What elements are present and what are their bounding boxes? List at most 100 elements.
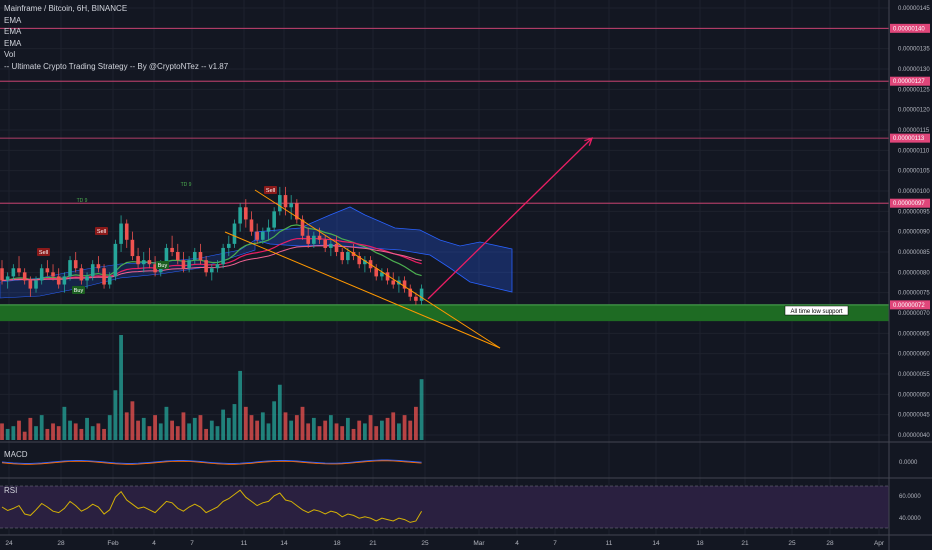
volume-bar — [277, 384, 282, 440]
time-tick-label: Feb — [107, 540, 119, 547]
signal-labels: Sell Sell Sell Buy Buy TD 9 TD 9 — [37, 182, 277, 294]
volume-bar — [260, 412, 265, 440]
candle-body — [340, 252, 344, 261]
candle-body — [113, 243, 118, 277]
time-axis[interactable]: 24 28 Feb 4 7 11 14 18 21 25 Mar 4 7 11 14 18 21 25 28 Apr — [0, 534, 932, 547]
time-tick-label: Apr — [874, 540, 885, 547]
price-tag-bg — [890, 76, 930, 86]
candle-body — [17, 268, 21, 273]
price-tick-label: 0.00000040 — [898, 433, 930, 439]
candle-body — [272, 211, 276, 228]
volume-bar — [28, 417, 33, 440]
time-tick-label: 4 — [515, 540, 519, 547]
time-tick-label: 28 — [826, 540, 834, 547]
volume-bar — [175, 426, 180, 440]
signal-box — [37, 248, 50, 256]
volume-bar — [153, 415, 157, 440]
legend-ema-2[interactable]: EMA — [4, 27, 22, 36]
candle-body — [164, 247, 169, 265]
time-tick-label: 25 — [788, 540, 796, 547]
candle-body — [249, 219, 254, 232]
volume-bar — [5, 428, 10, 440]
price-tick-label: 0.00000115 — [898, 128, 930, 134]
candle-body — [300, 219, 305, 236]
volume-bar — [34, 426, 38, 440]
legend-vol[interactable]: Vol — [4, 50, 16, 59]
candle-body — [221, 247, 225, 265]
signal-box — [95, 227, 108, 235]
volume-bar — [385, 417, 390, 440]
candle-body — [323, 239, 327, 248]
candle-body — [266, 227, 271, 232]
price-tick-label: 0.00000120 — [898, 108, 930, 114]
candle-body — [34, 280, 38, 289]
price-tick-label: 0.00000045 — [898, 413, 930, 419]
legend-strategy[interactable]: -- Ultimate Crypto Trading Strategy -- B… — [4, 61, 229, 71]
signal-sell: Sell — [95, 227, 108, 235]
volume-bar — [340, 426, 345, 440]
signal-sell: Sell — [264, 186, 277, 194]
volume-bar — [209, 420, 214, 440]
price-tick-label: 0.00000100 — [898, 189, 930, 195]
signal-box — [72, 286, 85, 294]
candle-body — [22, 272, 27, 281]
wedge-upper-line — [254, 189, 501, 349]
legend-ema-3[interactable]: EMA — [4, 38, 22, 48]
volume-bar — [345, 417, 350, 440]
volume-bar — [243, 406, 248, 440]
candle-body — [419, 288, 424, 301]
volume-bar — [226, 417, 231, 440]
candle-body — [261, 231, 265, 240]
candle-body — [306, 235, 310, 244]
signal-text: Buy — [158, 263, 168, 269]
price-axis[interactable]: 0.00000145 0.00000140 0.00000135 0.00000130… — [888, 0, 930, 550]
volume-bar — [397, 423, 401, 440]
candle-body — [329, 243, 333, 248]
candle-body — [141, 260, 146, 265]
volume-bar — [130, 401, 135, 440]
candle-body — [181, 260, 186, 269]
candle-body — [192, 252, 197, 261]
volume-bar — [11, 426, 16, 440]
volume-bar — [414, 406, 418, 440]
candle-body — [357, 256, 362, 265]
volume-bar — [328, 415, 333, 440]
volume-bar — [107, 415, 112, 440]
volume-bar — [124, 412, 129, 440]
support-label: All time low support — [784, 305, 849, 316]
time-tick-label: 7 — [190, 540, 194, 547]
macd-pane: 0.0000 — [0, 441, 932, 466]
candle-body — [391, 280, 396, 285]
candle-body — [244, 207, 248, 220]
wedge-lower-line — [224, 231, 501, 349]
volume-bar — [402, 415, 407, 440]
rsi-pane: 60.0000 40.0000 — [0, 477, 932, 529]
td-label: TD 9 — [181, 182, 192, 188]
candle-body — [96, 264, 101, 269]
candle-body — [136, 256, 140, 265]
projection-line — [427, 137, 593, 300]
candle-body — [374, 268, 379, 277]
candle-body — [317, 235, 322, 240]
volume-bar — [22, 431, 27, 440]
volume-bar — [289, 420, 294, 440]
volume-bar — [17, 420, 21, 440]
price-tick-label: 0.00000060 — [898, 352, 930, 358]
price-tag-label: 0.00000127 — [893, 79, 925, 85]
legend-ema-1[interactable]: EMA — [4, 15, 22, 25]
signal-box — [264, 186, 277, 194]
signal-sell: Sell — [37, 248, 50, 256]
volume-bar — [294, 415, 299, 440]
candle-body — [209, 268, 214, 273]
rsi-line — [1, 489, 423, 523]
volume-bar — [136, 420, 140, 440]
volume-bar — [198, 415, 203, 440]
volume-bar — [238, 370, 243, 440]
volume-bar — [119, 335, 123, 440]
chart-legend: Mainframe / Bitcoin, 6H, BINANCE EMA EMA… — [4, 3, 228, 72]
time-tick-label: Mar — [473, 540, 485, 547]
volume-bar — [317, 426, 322, 440]
rsi-band — [0, 486, 889, 528]
volume-bar — [79, 428, 84, 440]
